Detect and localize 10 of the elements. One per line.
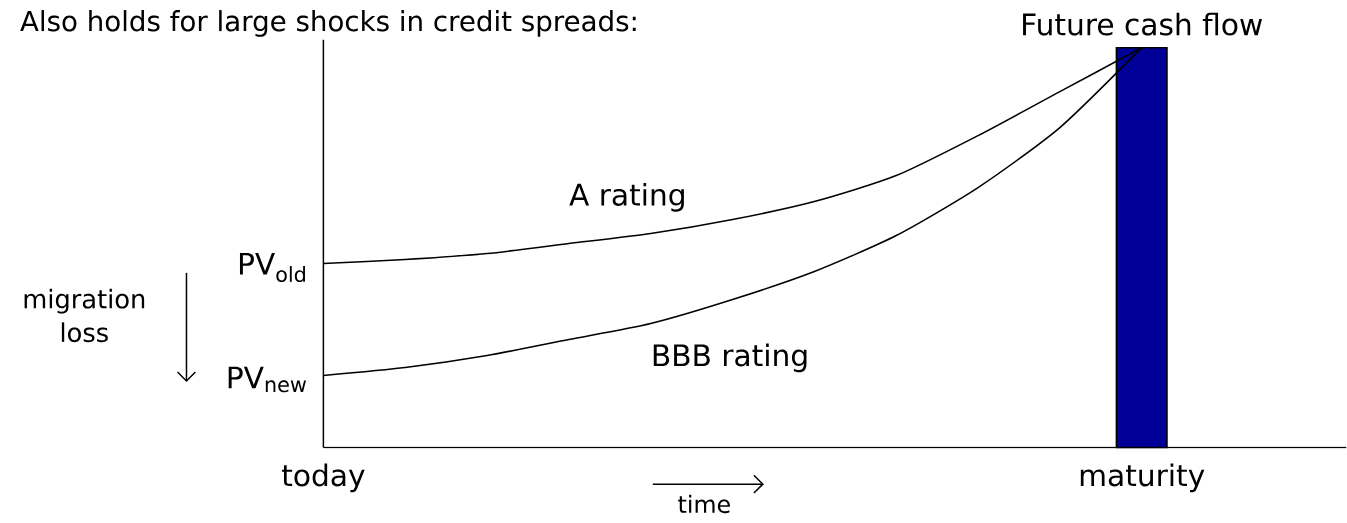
annotation: PV$_{new}$: [228, 366, 306, 393]
series-label: A rating: [569, 182, 684, 212]
chart-title: Also holds for large shocks in credit spreads:: [20, 10, 636, 37]
series-label: Future cash flow: [1023, 12, 1262, 36]
x-tick-label: maturity: [1080, 463, 1205, 493]
series-label: BBB rating: [653, 343, 807, 373]
text: time: [678, 494, 730, 514]
x-tick-label: today: [282, 463, 365, 493]
annotation: PV$_{old}$: [239, 252, 305, 283]
text: migration loss: [24, 288, 145, 343]
